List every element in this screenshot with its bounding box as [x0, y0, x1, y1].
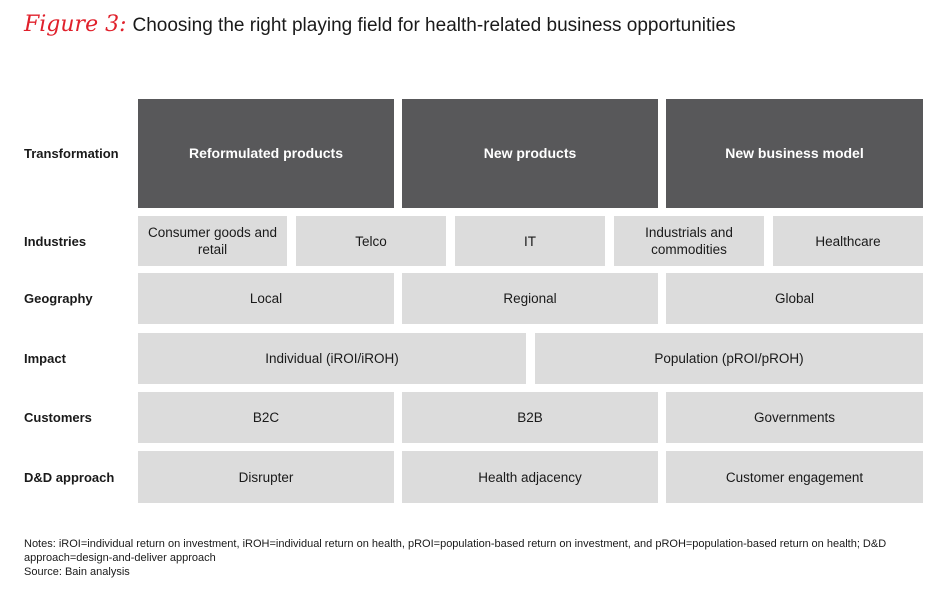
- dd-cell-customer-engagement: Customer engagement: [666, 451, 923, 503]
- transformation-cell-new-business-model: New business model: [666, 99, 923, 208]
- dd-cell-health-adjacency: Health adjacency: [402, 451, 658, 503]
- industries-cell-telco: Telco: [296, 216, 446, 266]
- source-text: Source: Bain analysis: [24, 566, 130, 578]
- industries-cell-healthcare: Healthcare: [773, 216, 923, 266]
- customers-cell-b2c: B2C: [138, 392, 394, 443]
- row-label-dd-approach: D&D approach: [24, 469, 115, 485]
- row-label-customers: Customers: [24, 410, 92, 425]
- row-label-impact: Impact: [24, 351, 66, 366]
- notes-text: Notes: iROI=individual return on investm…: [24, 538, 887, 564]
- impact-cell-individual: Individual (iROI/iROH): [138, 333, 526, 384]
- customers-cell-b2b: B2B: [402, 392, 658, 443]
- figure-title: Figure 3: Choosing the right playing fiel…: [24, 12, 736, 42]
- customers-cell-governments: Governments: [666, 392, 923, 443]
- geography-cell-global: Global: [666, 273, 923, 324]
- impact-cell-population: Population (pROI/pROH): [535, 333, 923, 384]
- row-label-industries: Industries: [24, 233, 87, 249]
- figure-label: Figure 3:: [24, 12, 127, 37]
- industries-cell-industrials: Industrials and commodities: [614, 216, 764, 266]
- row-label-geography: Geography: [24, 291, 93, 306]
- geography-cell-regional: Regional: [402, 273, 658, 324]
- dd-cell-disrupter: Disrupter: [138, 451, 394, 503]
- row-label-transformation: Transformation: [24, 146, 119, 161]
- figure-notes: Notes: iROI=individual return on investm…: [24, 537, 924, 579]
- geography-cell-local: Local: [138, 273, 394, 324]
- transformation-cell-new-products: New products: [402, 99, 658, 208]
- figure-title-text: Choosing the right playing field for hea…: [132, 15, 736, 36]
- industries-cell-consumer-goods: Consumer goods and retail: [138, 216, 287, 266]
- industries-cell-it: IT: [455, 216, 605, 266]
- transformation-cell-reformulated-products: Reformulated products: [138, 99, 394, 208]
